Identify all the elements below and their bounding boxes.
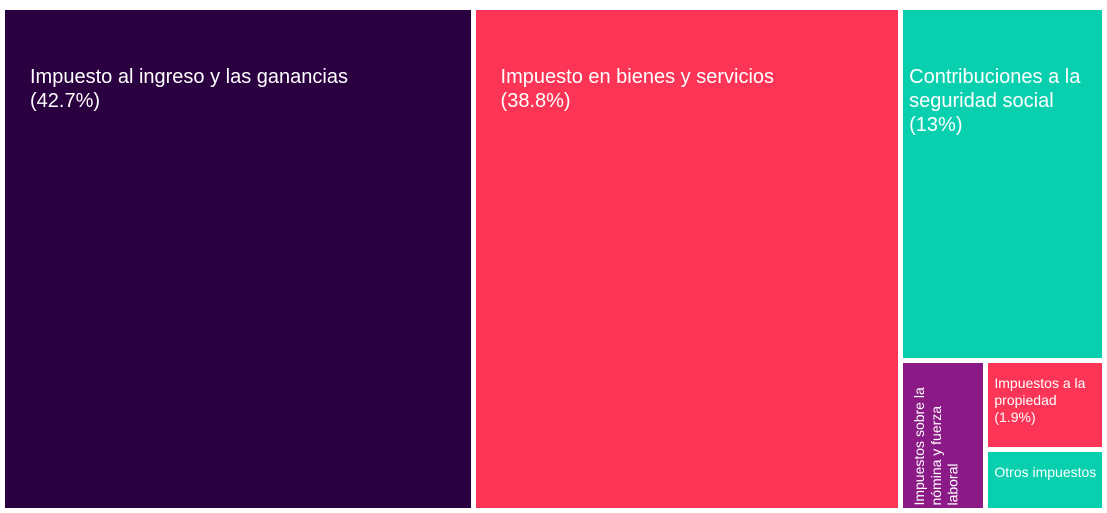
tile-label: Otros impuestos xyxy=(994,464,1099,481)
category-name: Impuestos sobre la nómina y fuerza labor… xyxy=(911,387,961,506)
tile: Impuestos a la propiedad (1.9%) xyxy=(988,363,1102,448)
value-label: (1.9%) xyxy=(994,409,1036,426)
tile: Impuesto en bienes y servicios (38.8%) xyxy=(475,10,899,508)
category-name: Impuesto al ingreso y las ganancias xyxy=(30,66,348,88)
category-name: Impuesto en bienes y servicios xyxy=(500,66,775,88)
value-label: (38.8%) xyxy=(500,90,571,112)
tile: Contribuciones a la seguridad social (13%… xyxy=(903,10,1102,359)
tile-label: Impuestos a la propiedad (1.9%) xyxy=(994,375,1099,425)
tile: Impuestos sobre la nómina y fuerza labor… xyxy=(903,363,984,508)
value-label: (42.7%) xyxy=(30,90,101,112)
category-name: Contribuciones a la seguridad social xyxy=(909,66,1081,112)
category-name: Otros impuestos xyxy=(994,464,1097,481)
tile-label: Contribuciones a la seguridad social (13%… xyxy=(909,65,1101,137)
category-name: Impuestos a la propiedad xyxy=(994,375,1086,409)
tile-label: Impuesto en bienes y servicios (38.8%) xyxy=(501,65,774,113)
tile-label: Impuestos sobre la nómina y fuerza labor… xyxy=(911,363,961,506)
value-label: (13%) xyxy=(909,114,963,136)
tile: Impuesto al ingreso y las ganancias (42.7… xyxy=(5,10,471,508)
tile: Otros impuestos xyxy=(988,452,1102,508)
tile-label: Impuesto al ingreso y las ganancias (42.7… xyxy=(30,65,348,113)
